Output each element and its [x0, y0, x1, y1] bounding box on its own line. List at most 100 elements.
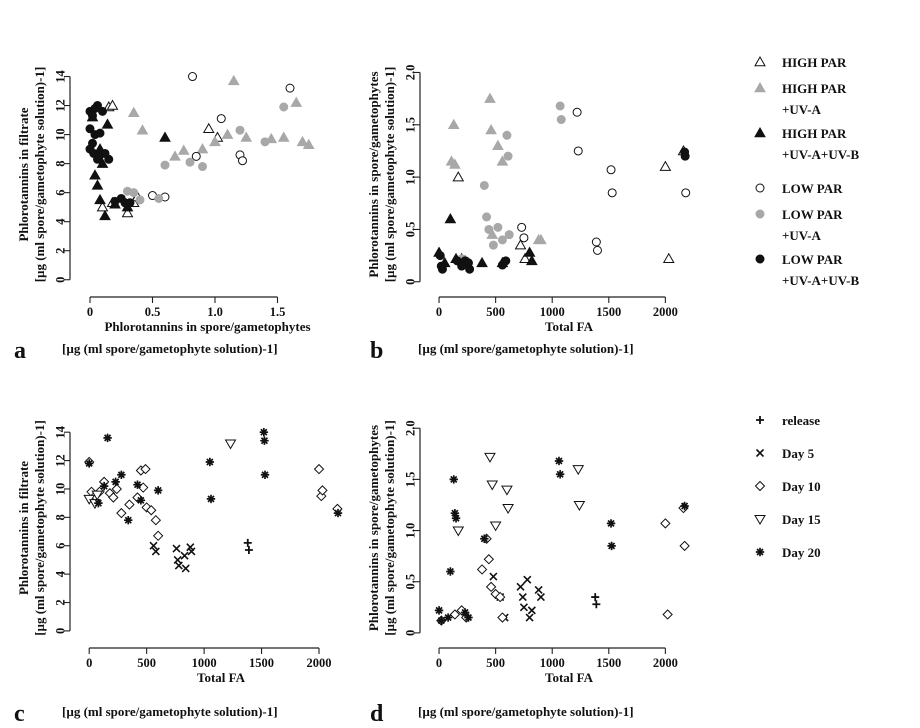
data-point — [235, 125, 245, 135]
data-point — [536, 593, 545, 602]
data-point — [296, 135, 309, 147]
data-point — [519, 233, 529, 243]
treatment-legend: HIGH PAR HIGH PAR +UV-A HIGH PAR +UV-A+UV-B L… — [754, 55, 859, 288]
data-point — [502, 504, 514, 515]
series-triangle-gray — [127, 74, 315, 161]
data-point — [592, 245, 602, 255]
data-point — [94, 498, 103, 508]
data-point — [121, 206, 134, 218]
legend-marker — [755, 448, 765, 458]
data-point — [437, 616, 446, 625]
data-point — [285, 83, 295, 93]
data-point — [116, 507, 127, 519]
data-point — [465, 264, 475, 274]
data-point — [534, 585, 543, 594]
data-point — [149, 541, 158, 550]
data-point — [606, 519, 616, 528]
data-point — [243, 538, 252, 547]
data-point — [205, 457, 215, 467]
y-tick-label: 14 — [53, 425, 67, 438]
y-axis-unit: [µg (ml spore/gametophyte solution)-1] — [32, 420, 47, 636]
x-tick-label: 1000 — [540, 305, 565, 319]
legend-label: +UV-A — [782, 228, 822, 243]
data-point — [89, 169, 101, 180]
data-point — [117, 470, 126, 479]
data-point — [525, 254, 538, 266]
data-point — [496, 155, 509, 166]
legend-label: LOW PAR — [782, 181, 843, 196]
legend-label: Day 5 — [782, 446, 815, 461]
data-point — [435, 251, 445, 261]
panel-d: 0 500 1000 1500 2000 0 0.5 1.0 1.5 2.0 Total FA Phl… — [366, 420, 690, 727]
series-circle-gray — [457, 101, 566, 266]
legend-label: LOW PAR — [782, 207, 843, 222]
data-point — [84, 459, 94, 468]
data-point — [486, 480, 499, 491]
y-tick-label: 6 — [53, 543, 67, 549]
data-point — [662, 609, 673, 620]
series-circle-white — [517, 107, 691, 255]
data-point — [516, 582, 525, 591]
data-point — [452, 526, 465, 537]
data-point — [154, 193, 164, 203]
legend-label: +UV-A+UV-B — [782, 147, 859, 162]
x-tick-label: 1500 — [596, 656, 621, 670]
y-axis-title: Phlorotannins in spore/gametophytes — [366, 71, 381, 277]
data-point — [151, 547, 160, 556]
legend-label: Day 10 — [782, 479, 821, 494]
y-axis-title: Phlorotannins in filtrate — [16, 461, 31, 595]
data-point — [493, 222, 503, 232]
x-axis-unit: [µg (ml spore/gametophyte solution)-1] — [62, 704, 278, 719]
data-point — [502, 130, 512, 140]
data-point — [489, 521, 502, 532]
y-tick-label: 8 — [53, 160, 67, 166]
data-point — [525, 613, 534, 622]
data-point — [434, 606, 444, 615]
data-point — [482, 212, 492, 222]
y-axis-title: Phlorotannins in filtrate — [16, 107, 31, 241]
data-point — [188, 72, 197, 82]
y-tick-label: 12 — [53, 99, 67, 112]
data-point — [679, 540, 690, 552]
y-tick-label: 14 — [53, 70, 67, 83]
data-point — [501, 485, 513, 496]
legend-marker — [755, 183, 765, 193]
x-tick-label: 1000 — [192, 656, 217, 670]
legend-label: HIGH PAR — [782, 81, 847, 96]
data-point — [504, 230, 514, 240]
legend-label: release — [782, 413, 820, 428]
y-axis-unit: [µg (ml spore/gametophyte solution)-1] — [382, 67, 397, 283]
data-point — [489, 572, 498, 581]
data-point — [503, 151, 513, 161]
data-point — [209, 135, 221, 147]
data-point — [91, 490, 104, 501]
y-tick-label: 10 — [53, 483, 67, 496]
x-tick-label: 1.5 — [270, 305, 286, 319]
data-point — [607, 541, 616, 551]
y-tick-label: 1.5 — [403, 472, 417, 488]
data-point — [125, 198, 135, 208]
data-point — [437, 264, 447, 274]
data-point — [91, 179, 104, 190]
x-tick-label: 1500 — [596, 305, 621, 319]
data-point — [181, 564, 190, 573]
data-point — [172, 544, 181, 553]
data-point — [221, 128, 234, 139]
series-circle-gray — [123, 102, 289, 205]
data-point — [497, 612, 508, 623]
data-point — [452, 171, 465, 182]
data-point — [476, 256, 488, 268]
data-point — [486, 228, 499, 239]
series-circle-black — [85, 101, 135, 208]
data-point — [333, 508, 343, 518]
data-point — [99, 209, 111, 221]
data-point — [313, 463, 325, 475]
data-point — [103, 433, 112, 443]
legend-marker — [754, 126, 766, 138]
data-point — [146, 505, 157, 516]
y-tick-label: 0.5 — [403, 574, 417, 590]
x-tick-label: 0 — [86, 656, 92, 670]
data-point — [443, 613, 453, 622]
data-point — [202, 122, 215, 134]
